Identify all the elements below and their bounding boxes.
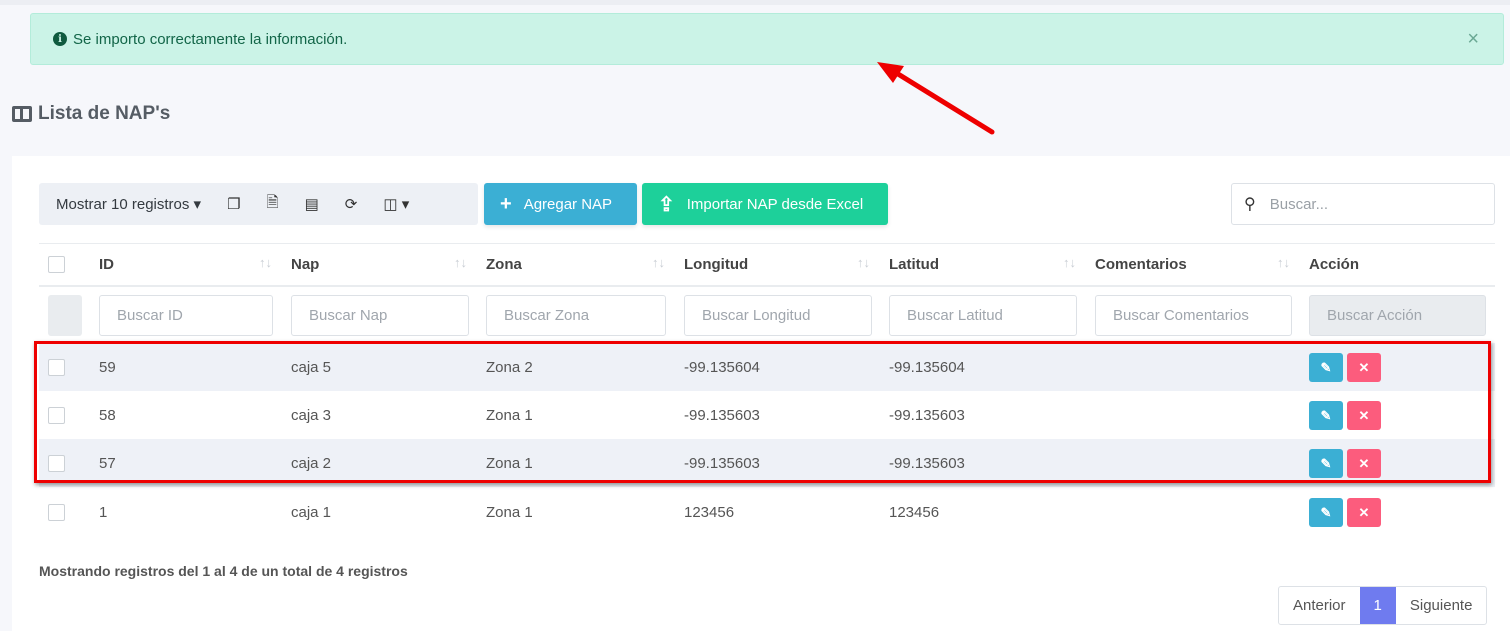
filter-comentarios-input[interactable]: Buscar Comentarios: [1095, 294, 1292, 336]
copy-icon[interactable]: ❐: [227, 196, 241, 213]
show-records-dropdown[interactable]: Mostrar 10 registros ▾: [56, 196, 202, 213]
sort-icon: ↑↓: [259, 255, 272, 270]
table-row: 1 caja 1 Zona 1 123456 123456 ✎ ✕: [39, 488, 1495, 536]
cell-latitud: 123456: [889, 503, 940, 521]
delete-button[interactable]: ✕: [1347, 498, 1381, 527]
edit-icon: ✎: [1320, 359, 1332, 375]
search-icon: ⚲: [1244, 196, 1256, 213]
info-circle-icon: i: [53, 32, 67, 46]
column-accion: Acción: [1309, 256, 1360, 273]
search-input[interactable]: ⚲ Buscar...: [1231, 183, 1495, 225]
table-toolbar: Mostrar 10 registros ▾ ❐ 🗎 ▤ ⟳ ◫ ▾: [39, 183, 478, 225]
delete-button[interactable]: ✕: [1347, 353, 1381, 382]
cell-id: 1: [99, 503, 108, 521]
delete-button[interactable]: ✕: [1347, 401, 1381, 430]
column-id[interactable]: ID ↑↓: [99, 255, 272, 273]
edit-icon: ✎: [1320, 455, 1332, 471]
filter-nap-input[interactable]: Buscar Nap: [291, 294, 469, 336]
add-nap-button[interactable]: + Agregar NAP: [484, 183, 637, 225]
sort-icon: ↑↓: [454, 255, 467, 270]
table-row: 57 caja 2 Zona 1 -99.135603 -99.135603 ✎ ✕: [39, 439, 1495, 487]
sort-icon: ↑↓: [1063, 255, 1076, 270]
page-1-button[interactable]: 1: [1359, 587, 1396, 624]
cell-nap: caja 2: [291, 454, 332, 472]
cell-longitud: -99.135604: [684, 358, 760, 376]
page-title-text: Lista de NAP's: [38, 103, 171, 124]
excel-icon[interactable]: 🗎: [266, 193, 279, 211]
column-comentarios[interactable]: Comentarios ↑↓: [1095, 255, 1290, 273]
prev-page-button[interactable]: Anterior: [1293, 597, 1346, 614]
import-excel-button[interactable]: ⇪ Importar NAP desde Excel: [642, 183, 888, 225]
row-checkbox[interactable]: [48, 503, 65, 521]
sort-icon: ↑↓: [857, 255, 870, 270]
close-icon: ✕: [1358, 407, 1370, 423]
cell-longitud: -99.135603: [684, 406, 760, 424]
edit-button[interactable]: ✎: [1309, 449, 1343, 478]
sort-icon: ↑↓: [1277, 255, 1290, 270]
records-info: Mostrando registros del 1 al 4 de un tot…: [39, 563, 408, 579]
edit-icon: ✎: [1320, 407, 1332, 423]
table-row: 58 caja 3 Zona 1 -99.135603 -99.135603 ✎ ✕: [39, 391, 1495, 439]
edit-button[interactable]: ✎: [1309, 498, 1343, 527]
filter-longitud-input[interactable]: Buscar Longitud: [684, 294, 872, 336]
page-title: Lista de NAP's: [12, 103, 170, 125]
filter-id-input[interactable]: Buscar ID: [99, 294, 273, 336]
table-row: 59 caja 5 Zona 2 -99.135604 -99.135604 ✎ ✕: [39, 343, 1495, 391]
column-zona[interactable]: Zona ↑↓: [486, 255, 665, 273]
file-icon[interactable]: ▤: [304, 196, 319, 213]
alert-message: Se importo correctamente la información.: [73, 30, 348, 48]
row-checkbox[interactable]: [48, 406, 65, 424]
select-all-checkbox[interactable]: [48, 256, 65, 273]
filter-latitud-input[interactable]: Buscar Latitud: [889, 294, 1077, 336]
row-checkbox[interactable]: [48, 454, 65, 472]
cell-id: 59: [99, 358, 116, 376]
cell-zona: Zona 1: [486, 406, 533, 424]
pagination: Anterior 1 Siguiente: [1278, 586, 1488, 625]
cell-longitud: 123456: [684, 503, 735, 521]
edit-button[interactable]: ✎: [1309, 401, 1343, 430]
highlight-box: [34, 341, 1491, 483]
cell-id: 58: [99, 406, 116, 424]
cell-zona: Zona 2: [486, 358, 533, 376]
columns-icon: [12, 106, 32, 122]
cell-nap: caja 5: [291, 358, 332, 376]
column-longitud[interactable]: Longitud ↑↓: [684, 255, 870, 273]
refresh-icon[interactable]: ⟳: [344, 196, 358, 213]
close-icon: ✕: [1358, 455, 1370, 471]
delete-button[interactable]: ✕: [1347, 449, 1381, 478]
table-card: [12, 156, 1510, 631]
cell-latitud: -99.135604: [889, 358, 965, 376]
column-latitud[interactable]: Latitud ↑↓: [889, 255, 1076, 273]
close-icon: ✕: [1358, 359, 1370, 375]
filter-placeholder: [48, 294, 82, 336]
cell-nap: caja 1: [291, 503, 332, 521]
cell-longitud: -99.135603: [684, 454, 760, 472]
cell-nap: caja 3: [291, 406, 332, 424]
edit-icon: ✎: [1320, 504, 1332, 520]
columns-icon[interactable]: ◫ ▾: [383, 196, 410, 213]
cell-zona: Zona 1: [486, 454, 533, 472]
top-bar: [0, 0, 1510, 5]
column-nap[interactable]: Nap ↑↓: [291, 255, 467, 273]
close-icon: ✕: [1358, 504, 1370, 520]
sort-icon: ↑↓: [652, 255, 665, 270]
filter-zona-input[interactable]: Buscar Zona: [486, 294, 666, 336]
cell-latitud: -99.135603: [889, 406, 965, 424]
cell-id: 57: [99, 454, 116, 472]
upload-icon: ⇪: [658, 193, 675, 216]
filter-row: Buscar ID Buscar Nap Buscar Zona Buscar …: [39, 287, 1495, 343]
table-header: ID ↑↓ Nap ↑↓ Zona ↑↓ Longitud ↑↓ Latitud ↑↓ C…: [39, 243, 1495, 287]
next-page-button[interactable]: Siguiente: [1409, 597, 1473, 614]
red-arrow-annotation: [877, 62, 995, 135]
edit-button[interactable]: ✎: [1309, 353, 1343, 382]
filter-accion-input: Buscar Acción: [1309, 294, 1486, 336]
cell-latitud: -99.135603: [889, 454, 965, 472]
close-icon[interactable]: ×: [1467, 28, 1479, 50]
success-alert: i Se importo correctamente la informació…: [30, 13, 1504, 65]
plus-icon: +: [500, 192, 512, 215]
row-checkbox[interactable]: [48, 358, 65, 376]
cell-zona: Zona 1: [486, 503, 533, 521]
